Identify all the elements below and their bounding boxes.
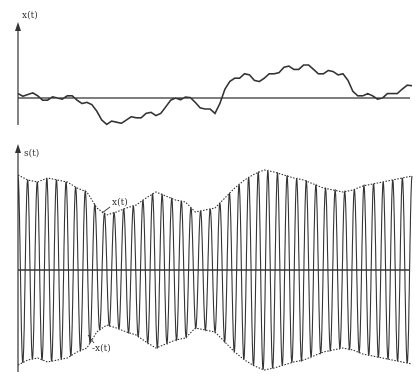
upper-envelope-pointer [101, 206, 111, 214]
top-panel: x(t) [15, 10, 413, 126]
lower-envelope-label: -x(t) [92, 343, 111, 354]
message-waveform [17, 64, 413, 126]
upper-envelope [17, 169, 413, 216]
top-axis-label: x(t) [22, 10, 38, 21]
bottom-y-axis-arrow [15, 144, 21, 153]
lower-envelope [17, 324, 413, 371]
bottom-axis-label: s(t) [24, 148, 39, 159]
bottom-panel: s(t) x(t) -x(t) [15, 144, 413, 372]
top-y-axis-arrow [15, 22, 21, 31]
lower-envelope-pointer [87, 334, 95, 344]
upper-envelope-label: x(t) [112, 197, 128, 208]
